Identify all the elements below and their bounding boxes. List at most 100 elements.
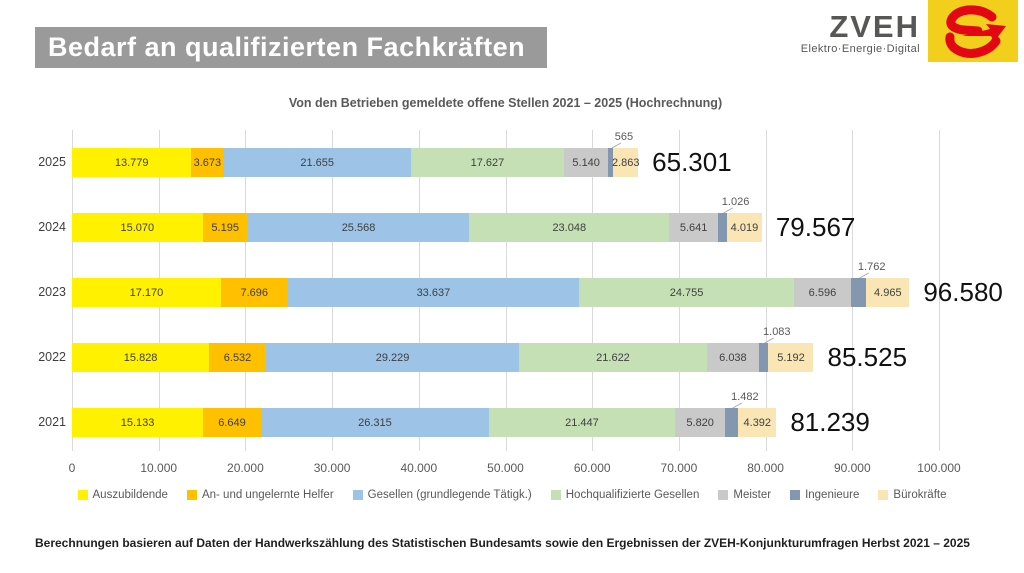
segment-value-label: 24.755	[669, 286, 704, 299]
legend-label: Auszubildende	[92, 489, 168, 501]
segment-value-label: 6.532	[223, 351, 252, 364]
segment-value-label: 17.627	[470, 156, 505, 169]
bar-segment-gesellen-grundlegende-t-tigk-: 29.229	[265, 343, 520, 372]
zveh-logo: ZVEH Elektro·Energie·Digital	[801, 0, 1018, 62]
legend-label: Meister	[733, 489, 772, 501]
x-axis-tick-label: 0	[68, 461, 76, 475]
bar-segment-ingenieure	[608, 148, 614, 177]
bar-segment-meister: 5.140	[563, 148, 609, 177]
row-total-label: 79.567	[775, 212, 856, 242]
bar-segment-an-und-ungelernte-helfer: 6.532	[209, 343, 266, 372]
legend-item: Auszubildende	[77, 489, 168, 501]
bar-segment-gesellen-grundlegende-t-tigk-: 33.637	[287, 278, 580, 307]
legend-swatch	[352, 490, 363, 500]
bar-segment-hochqualifizierte-gesellen: 24.755	[579, 278, 794, 307]
bar-segment-hochqualifizierte-gesellen: 17.627	[411, 148, 564, 177]
segment-value-label: 26.315	[358, 416, 392, 429]
x-axis-tick-label: 50.000	[487, 461, 524, 475]
bar-segment-auszubildende: 17.170	[72, 278, 221, 307]
segment-value-label: 21.622	[596, 351, 630, 364]
legend-swatch	[77, 490, 88, 500]
segment-value-label: 15.070	[120, 221, 155, 234]
zveh-logo-text: ZVEH Elektro·Energie·Digital	[801, 0, 920, 55]
y-axis-category-label: 2025	[38, 155, 66, 169]
x-axis-tick-label: 70.000	[660, 461, 698, 475]
callout-value-label: 1.026	[721, 196, 750, 208]
x-axis-tick-label: 80.000	[747, 461, 784, 475]
segment-value-label: 4.392	[743, 416, 772, 429]
bar-segment-an-und-ungelernte-helfer: 7.696	[220, 278, 288, 307]
legend-item: An- und ungelernte Helfer	[186, 489, 334, 501]
callout-value-label: 1.083	[763, 326, 791, 338]
bar-segment-ingenieure	[759, 343, 769, 372]
bar-segment-an-und-ungelernte-helfer: 6.649	[203, 408, 261, 437]
segment-value-label: 25.568	[341, 221, 376, 234]
segment-value-label: 3.673	[193, 156, 222, 169]
segment-value-label: 23.048	[552, 221, 587, 234]
row-total-label: 65.301	[652, 147, 732, 177]
segment-value-label: 6.596	[808, 286, 837, 299]
plot-area: 13.779 3.673 21.655 17.627 5.140 565 2.863 65.3…	[72, 130, 1003, 451]
segment-value-label: 5.195	[211, 221, 239, 234]
y-axis-category-label: 2022	[38, 350, 66, 364]
x-axis-tick-label: 90.000	[833, 461, 871, 475]
legend-item: Meister	[718, 489, 771, 501]
bar-segment-meister: 5.820	[674, 408, 726, 437]
x-axis-tick-label: 10.000	[140, 461, 178, 475]
segment-value-label: 15.828	[123, 351, 158, 364]
bar-segment-auszubildende: 15.133	[72, 408, 204, 437]
segment-value-label: 29.229	[375, 351, 410, 364]
chart-legend: Auszubildende An- und ungelernte Helfer Ge…	[0, 489, 1024, 501]
bar-segment-b-rokr-fte: 5.192	[768, 343, 814, 372]
zveh-brand-name: ZVEH	[829, 9, 920, 44]
source-note: Berechnungen basieren auf Daten der Hand…	[35, 536, 970, 550]
segment-value-label: 21.655	[300, 156, 334, 169]
legend-label: Hochqualifizierte Gesellen	[565, 489, 700, 501]
x-axis-tick-label: 40.000	[400, 461, 438, 475]
bar-segment-hochqualifizierte-gesellen: 23.048	[469, 213, 670, 242]
x-axis-tick-label: 30.000	[313, 461, 351, 475]
legend-item: Hochqualifizierte Gesellen	[550, 489, 700, 501]
segment-value-label: 5.641	[679, 221, 708, 234]
legend-label: Bürokräfte	[893, 489, 947, 501]
legend-swatch	[550, 490, 561, 500]
x-axis-tick-label: 100.000	[917, 461, 961, 475]
segment-value-label: 5.192	[777, 351, 805, 364]
chart-title: Von den Betrieben gemeldete offene Stell…	[288, 96, 723, 110]
legend-label: Gesellen (grundlegende Tätigk.)	[367, 489, 532, 501]
x-axis-tick-label: 20.000	[227, 461, 264, 475]
bar-segment-b-rokr-fte: 4.392	[738, 408, 777, 437]
legend-swatch	[790, 490, 801, 500]
bar-segment-ingenieure	[851, 278, 867, 307]
bar-segment-gesellen-grundlegende-t-tigk-: 25.568	[247, 213, 470, 242]
legend-item: Ingenieure	[790, 489, 859, 501]
bar-segment-an-und-ungelernte-helfer: 5.195	[202, 213, 248, 242]
bar-segment-an-und-ungelernte-helfer: 3.673	[191, 148, 224, 177]
row-total-label: 96.580	[923, 277, 1003, 307]
legend-label: Ingenieure	[805, 489, 860, 501]
bar-segment-ingenieure	[725, 408, 739, 437]
legend-label: An- und ungelernte Helfer	[201, 489, 334, 501]
legend-swatch	[186, 490, 197, 500]
segment-value-label: 5.820	[686, 416, 714, 429]
row-total-label: 81.239	[790, 407, 870, 437]
callout-value-label: 1.482	[731, 391, 759, 403]
row-total-label: 85.525	[827, 342, 908, 372]
segment-value-label: 4.019	[730, 221, 759, 234]
bar-segment-ingenieure	[718, 213, 727, 242]
zveh-logo-icon	[928, 0, 1018, 62]
callout-value-label: 565	[614, 131, 634, 143]
bar-segment-auszubildende: 15.828	[72, 343, 210, 372]
x-axis-tick-label: 60.000	[573, 461, 611, 475]
legend-swatch	[878, 490, 889, 500]
bar-segment-b-rokr-fte: 4.965	[866, 278, 910, 307]
legend-item: Bürokräfte	[878, 489, 946, 501]
segment-value-label: 5.140	[572, 156, 600, 169]
segment-value-label: 2.863	[611, 156, 640, 169]
segment-value-label: 4.965	[874, 286, 902, 299]
bar-segment-hochqualifizierte-gesellen: 21.622	[519, 343, 707, 372]
bar-segment-gesellen-grundlegende-t-tigk-: 26.315	[260, 408, 489, 437]
bar-segment-b-rokr-fte: 4.019	[727, 213, 762, 242]
